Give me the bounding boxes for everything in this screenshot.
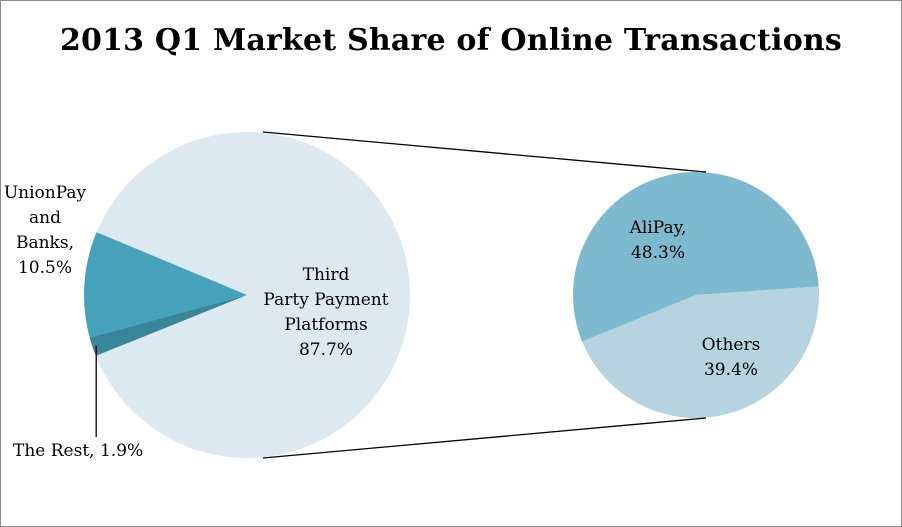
the-rest-slice [89, 295, 247, 356]
third-party-payment-platforms-slice [95, 132, 410, 459]
unionpay-label-line1: UnionPay [3, 183, 87, 203]
unionpay-label-line3: Banks, [15, 233, 74, 253]
others-data-label: Others 39.4% [686, 333, 776, 383]
chart-title: 2013 Q1 Market Share of Online Transacti… [59, 23, 843, 58]
third-party-data-label: Third Party Payment Platforms 87.7% [256, 263, 396, 363]
others-label-line1: Others [701, 335, 761, 355]
third-party-value: 87.7% [298, 340, 353, 360]
alipay-slice [573, 172, 819, 342]
connector-lines [95, 131, 707, 459]
third-party-label-line3: Platforms [284, 315, 368, 335]
unionpay-value: 10.5% [17, 258, 72, 278]
unionpay-label-line2: and [29, 208, 61, 228]
alipay-value: 48.3% [630, 243, 685, 263]
alipay-data-label: AliPay, 48.3% [613, 216, 703, 266]
others-slice [582, 286, 820, 419]
third-party-label-line1: Third [302, 265, 350, 285]
secondary-pie [573, 172, 820, 419]
unionpay-and-banks-slice [83, 232, 247, 338]
connector-line-top [262, 131, 707, 173]
the-rest-data-label: The Rest, 1.9% [13, 441, 144, 461]
main-pie [83, 132, 410, 459]
unionpay-data-label: UnionPay and Banks, 10.5% [3, 181, 87, 281]
others-value: 39.4% [703, 360, 758, 380]
third-party-label-line2: Party Payment [263, 290, 389, 310]
connector-line-bottom [262, 417, 707, 459]
alipay-label-line1: AliPay, [629, 218, 687, 238]
